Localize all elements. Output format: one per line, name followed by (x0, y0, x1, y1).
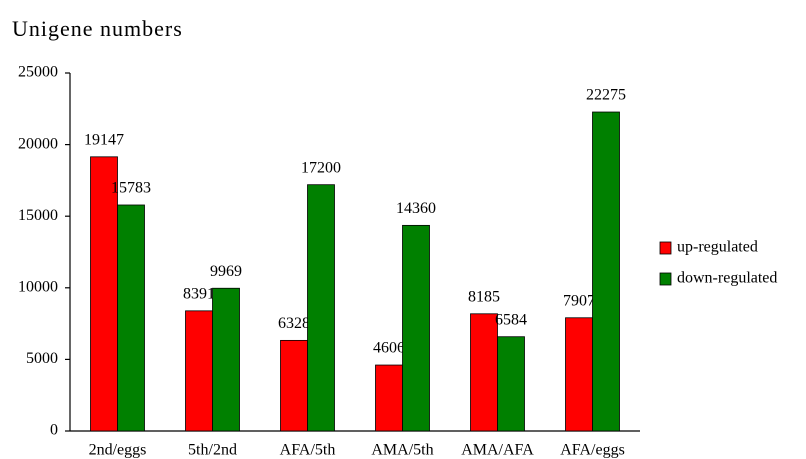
value-label: 8391 (183, 286, 215, 303)
bar (117, 204, 145, 432)
bar (212, 287, 240, 432)
x-tick-label: AMA/5th (371, 442, 433, 459)
bar (185, 310, 213, 432)
value-label: 7907 (563, 292, 595, 309)
value-label: 19147 (84, 131, 124, 148)
value-label: 9969 (210, 263, 242, 280)
value-label: 15783 (111, 180, 151, 197)
x-tick-label: AMA/AFA (461, 442, 534, 459)
x-tick-label: AFA/eggs (560, 442, 625, 459)
value-label: 6328 (278, 315, 310, 332)
y-tick-label: 25000 (18, 64, 58, 81)
y-tick-label: 15000 (18, 207, 58, 224)
bar (90, 156, 118, 432)
bar (375, 364, 403, 432)
value-label: 22275 (586, 87, 626, 104)
legend-label: down-regulated (677, 270, 777, 287)
bar (565, 317, 593, 432)
value-label: 17200 (301, 159, 341, 176)
bar (402, 224, 430, 432)
bar (497, 336, 525, 432)
legend-swatch (659, 272, 672, 286)
value-label: 14360 (396, 200, 436, 217)
chart-title: Unigene numbers (12, 16, 183, 41)
y-tick-label: 10000 (18, 278, 58, 295)
y-tick-label: 0 (50, 422, 58, 439)
value-label: 6584 (495, 311, 527, 328)
y-tick-label: 20000 (18, 135, 58, 152)
value-label: 4606 (373, 340, 405, 357)
bar (592, 111, 620, 432)
value-label: 8185 (468, 288, 500, 305)
legend-swatch (659, 241, 672, 255)
x-tick-label: AFA/5th (280, 442, 336, 459)
x-tick-label: 5th/2nd (188, 442, 237, 459)
bar (307, 184, 335, 432)
x-tick-label: 2nd/eggs (89, 442, 147, 459)
bar (280, 339, 308, 432)
bar (470, 313, 498, 432)
y-tick-label: 5000 (26, 350, 58, 367)
legend-label: up-regulated (677, 239, 758, 256)
